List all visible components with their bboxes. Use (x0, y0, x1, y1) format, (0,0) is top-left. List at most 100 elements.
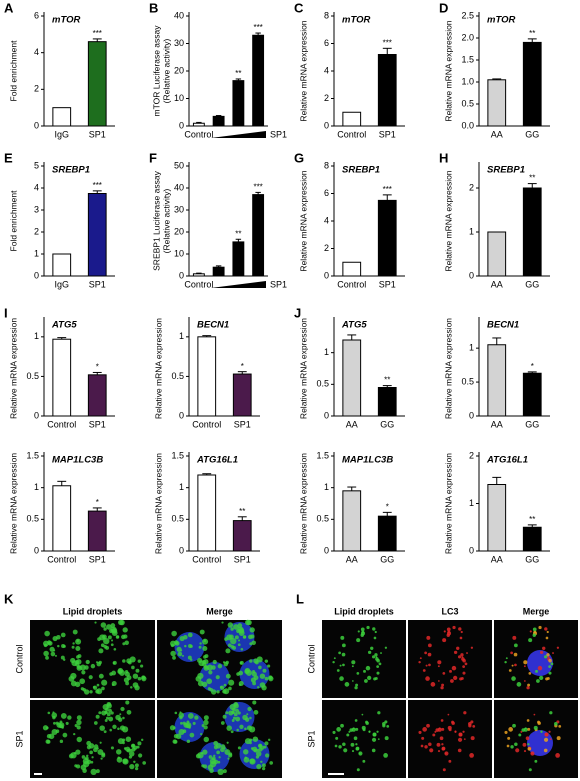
panel-letter: A (4, 0, 14, 15)
droplet-stain (76, 719, 82, 726)
x-tick-label: SP1 (89, 419, 106, 429)
stain-dot (550, 662, 554, 666)
droplet-stain (244, 669, 250, 675)
stain-dot (554, 722, 558, 726)
droplet-stain (221, 621, 224, 624)
y-tick-label: 8 (324, 160, 329, 170)
panel-letter: H (439, 150, 448, 165)
droplet-stain (74, 724, 78, 728)
droplet-stain (45, 726, 49, 730)
stain-dot (333, 657, 336, 660)
droplet-stain (72, 629, 78, 635)
stain-dot (355, 743, 358, 746)
droplet-stain (258, 665, 262, 670)
stain-dot (533, 713, 536, 716)
stain-dot (536, 679, 540, 683)
droplet-stain (70, 680, 77, 687)
stain-dot (514, 663, 517, 667)
droplet-stain (237, 746, 241, 750)
droplet-stain (267, 664, 271, 668)
bar (487, 344, 507, 417)
stain-dot (340, 635, 345, 640)
significance: *** (93, 29, 102, 38)
y-tick-label: 1.5 (461, 54, 474, 64)
y-tick-label: 1 (179, 482, 184, 492)
stain-dot (447, 630, 451, 634)
x-tick-label: AA (346, 554, 358, 564)
stain-dot (466, 652, 468, 654)
stain-dot (376, 730, 379, 733)
x-tick-label: AA (491, 554, 503, 564)
droplet-stain (88, 743, 95, 749)
droplet-stain (68, 675, 75, 682)
droplet-stain (235, 716, 241, 722)
bar (377, 54, 397, 127)
y-tick-label: 6 (34, 10, 39, 20)
droplet-stain (206, 678, 213, 685)
droplet-stain (116, 635, 120, 639)
stain-dot (510, 651, 513, 655)
stain-dot (438, 680, 440, 682)
significance: * (241, 362, 244, 371)
droplet-stain (122, 659, 126, 663)
stain-dot (532, 627, 537, 632)
bar (197, 474, 217, 552)
droplet-stain (255, 751, 262, 757)
x-tick-label: SP1 (379, 129, 396, 139)
significance: * (96, 363, 99, 372)
stain-dot (556, 646, 560, 649)
droplet-stain (110, 746, 114, 750)
droplet-stain (62, 732, 68, 738)
droplet-stain (72, 642, 75, 645)
column-header: Merge (206, 606, 233, 616)
y-tick-label: 2 (469, 450, 474, 460)
stain-dot (507, 736, 511, 740)
stain-dot (528, 768, 532, 772)
y-tick-label: 5 (34, 160, 39, 170)
stain-dot (548, 658, 552, 663)
droplet-stain (118, 717, 123, 722)
stain-dot (430, 682, 436, 687)
droplet-stain (105, 645, 110, 650)
stain-dot (351, 750, 355, 753)
y-tick-label: 0 (324, 545, 329, 555)
droplet-stain (99, 725, 105, 731)
significance: ** (235, 69, 241, 78)
gene-label: MAP1LC3B (342, 455, 393, 466)
stain-dot (448, 759, 452, 763)
droplet-stain (239, 660, 244, 665)
droplet-stain (46, 640, 52, 645)
droplet-stain (223, 683, 227, 687)
droplet-stain (100, 643, 105, 648)
stain-dot (442, 768, 446, 772)
stain-dot (372, 655, 376, 659)
bar (342, 111, 362, 127)
droplet-stain (258, 747, 263, 752)
stain-dot (371, 737, 377, 742)
stain-dot (539, 650, 544, 655)
stain-dot (464, 662, 468, 666)
y-axis-label: Relative mRNA expression (443, 20, 453, 121)
stain-dot (460, 630, 463, 634)
stain-dot (540, 730, 543, 733)
droplet-stain (200, 732, 203, 736)
droplet-stain (95, 769, 100, 774)
y-tick-label: 1 (324, 482, 329, 492)
y-tick-label: 2.5 (461, 10, 474, 20)
droplet-stain (86, 759, 92, 765)
y-tick-label: 8 (324, 10, 329, 20)
stain-dot (332, 660, 335, 664)
stain-dot (547, 656, 550, 659)
droplet-stain (99, 741, 102, 744)
stain-dot (361, 630, 365, 634)
droplet-stain (225, 711, 229, 715)
droplet-stain (261, 766, 266, 771)
gene-label: mTOR (342, 15, 370, 26)
droplet-stain (88, 675, 93, 680)
droplet-stain (122, 758, 129, 765)
stain-dot (441, 743, 444, 746)
stain-dot (355, 683, 359, 687)
droplet-stain (172, 726, 176, 730)
significance: *** (383, 185, 392, 194)
droplet-stain (140, 738, 144, 742)
